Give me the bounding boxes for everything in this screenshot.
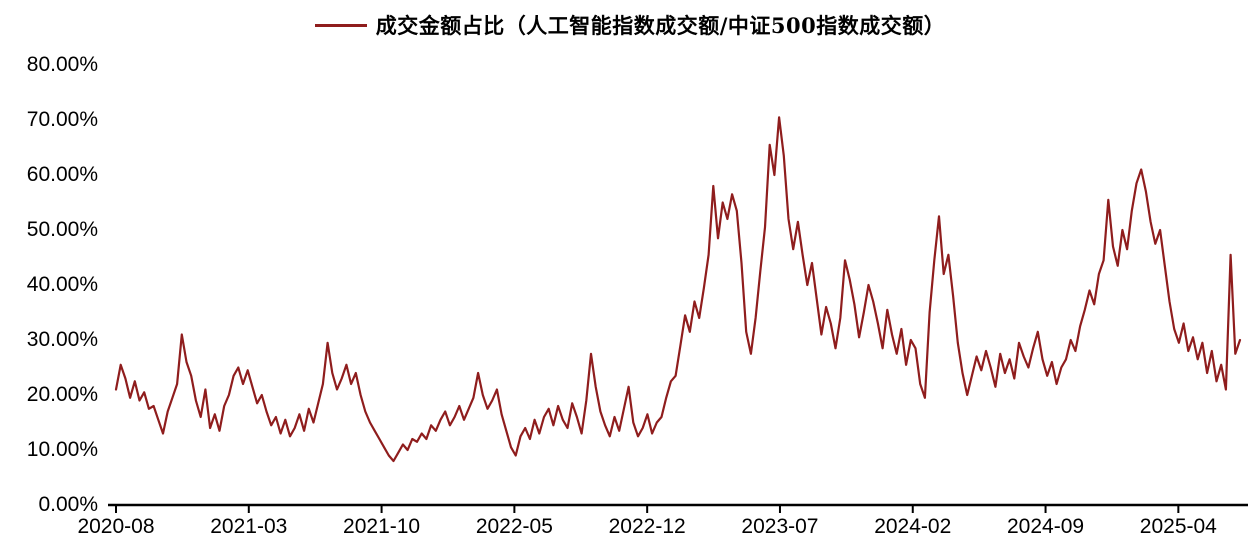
y-axis-tick-label: 70.00% [26, 108, 98, 131]
y-axis-tick-label: 80.00% [26, 53, 98, 76]
x-axis-tick-label: 2020-08 [77, 515, 155, 538]
x-axis-tick-label: 2024-09 [1007, 515, 1085, 538]
x-axis-tick-label: 2022-12 [608, 515, 686, 538]
x-axis-tick-label: 2024-02 [874, 515, 952, 538]
legend-line-swatch [314, 23, 367, 27]
legend-label: 成交金额占比（人工智能指数成交额/中证500指数成交额） [375, 13, 946, 38]
legend: 成交金额占比（人工智能指数成交额/中证500指数成交额） [0, 10, 1260, 40]
x-axis-tick-label: 2022-05 [475, 515, 553, 538]
plot-area [108, 116, 1248, 513]
y-axis-tick-label: 60.00% [26, 163, 98, 186]
series-line [114, 116, 1242, 463]
x-axis-tick-label: 2021-10 [343, 515, 421, 538]
y-axis-tick-label: 10.00% [26, 438, 98, 461]
y-axis-tick-label: 0.00% [38, 493, 98, 516]
y-axis-tick-label: 30.00% [26, 328, 98, 351]
x-axis-tick-label: 2021-03 [210, 515, 288, 538]
y-axis-tick-label: 50.00% [26, 218, 98, 241]
x-axis-tick-label: 2025-04 [1139, 515, 1217, 538]
y-axis-tick-label: 20.00% [26, 383, 98, 406]
x-axis-tick-label: 2023-07 [741, 515, 819, 538]
y-axis-tick-label: 40.00% [26, 273, 98, 296]
